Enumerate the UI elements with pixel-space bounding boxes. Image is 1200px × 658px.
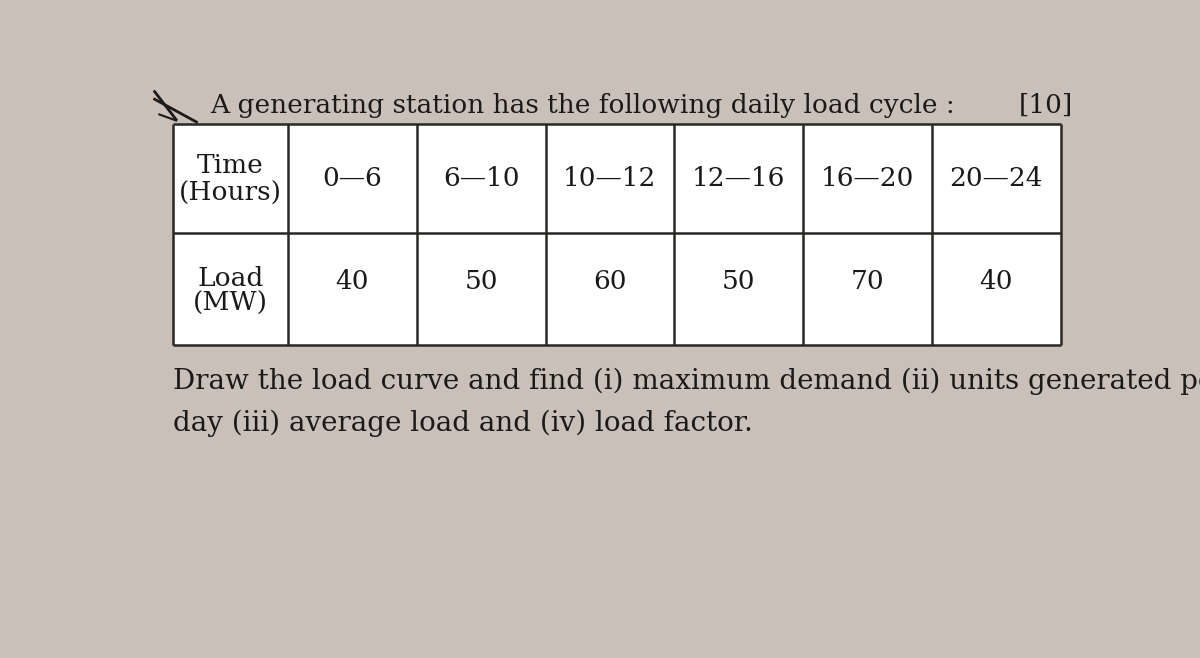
Text: 50: 50 [464,268,498,293]
Text: day (iii) average load and (iv) load factor.: day (iii) average load and (iv) load fac… [173,409,754,437]
Text: Draw the load curve and find (i) maximum demand (ii) units generated per: Draw the load curve and find (i) maximum… [173,368,1200,395]
Text: 10—12: 10—12 [563,166,656,191]
Text: 60: 60 [593,268,626,293]
Text: 6—10: 6—10 [443,166,520,191]
Text: 70: 70 [851,268,884,293]
Text: 40: 40 [979,268,1013,293]
Text: 50: 50 [722,268,756,293]
Text: 20—24: 20—24 [949,166,1043,191]
Text: (MW): (MW) [193,290,268,315]
Text: A generating station has the following daily load cycle :: A generating station has the following d… [210,93,955,118]
Text: 16—20: 16—20 [821,166,914,191]
Text: 12—16: 12—16 [692,166,785,191]
Text: (Hours): (Hours) [179,181,282,206]
Text: 0—6: 0—6 [323,166,383,191]
Text: Load: Load [198,266,264,291]
Text: 40: 40 [336,268,370,293]
Text: Time: Time [197,153,264,178]
Text: [10]: [10] [1019,93,1074,118]
